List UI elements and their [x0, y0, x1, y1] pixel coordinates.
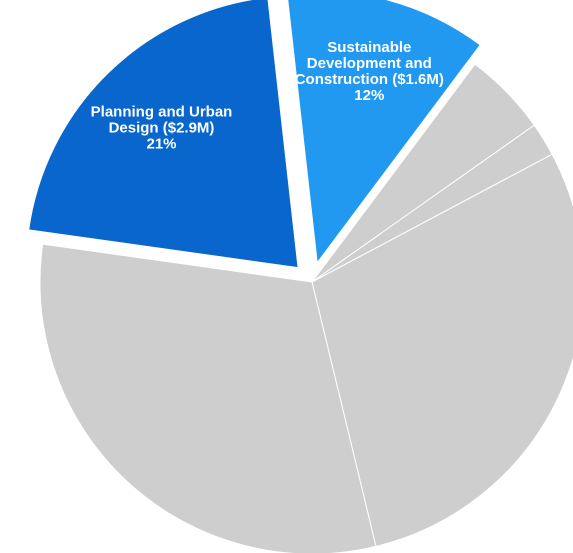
- slice-name-line: Sustainable: [327, 39, 411, 56]
- slice-name-line: Design ($2.9M): [109, 119, 215, 136]
- pie-slice-5: [311, 153, 573, 547]
- pie-slice-label-2: Sustainable Development and Construction (…: [295, 39, 444, 104]
- slice-name-line: Development and: [307, 55, 432, 72]
- pie-slice-6: [39, 243, 377, 553]
- pie-slice-2: [287, 0, 481, 265]
- pie-slice-label-1: Planning and Urban Design ($2.9M) 21%: [91, 103, 233, 152]
- slice-percent-label: 12%: [354, 87, 384, 104]
- slice-percent-label: 21%: [146, 135, 176, 152]
- slice-name-line: Planning and Urban: [91, 103, 233, 120]
- slice-name-line: Construction ($1.6M): [295, 71, 444, 88]
- pie-slice-1: [28, 0, 299, 269]
